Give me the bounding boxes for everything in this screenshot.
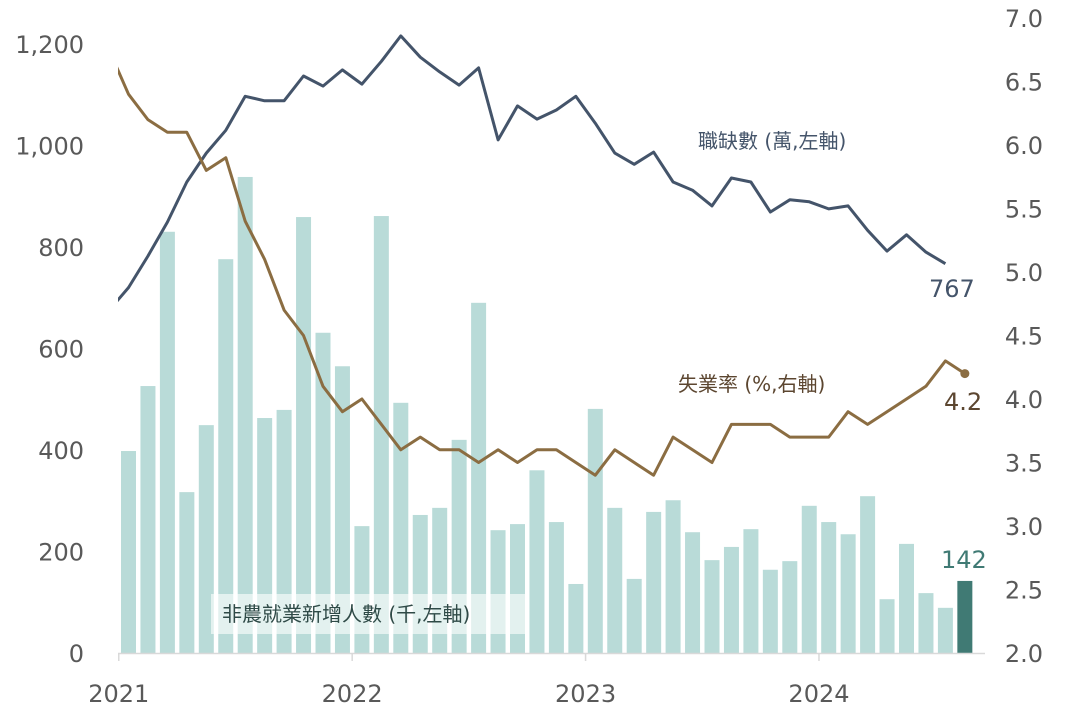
unemployment-last-point <box>960 369 970 379</box>
bar <box>121 451 136 653</box>
bar <box>685 532 701 653</box>
bar <box>646 511 662 653</box>
left-tick-label: 400 <box>38 437 84 465</box>
legend-job-openings: 職缺數 (萬,左軸) <box>698 129 846 153</box>
bar <box>665 500 681 653</box>
x-axis: 2021 2022 2023 2024 <box>88 653 850 708</box>
bar <box>218 259 234 653</box>
right-tick-label: 2.0 <box>1005 640 1043 668</box>
right-tick-label: 3.0 <box>1005 513 1043 541</box>
left-tick-label: 0 <box>69 640 84 668</box>
left-tick-label: 1,200 <box>15 31 84 59</box>
left-tick-label: 1,000 <box>15 133 84 161</box>
left-tick-label: 200 <box>38 539 84 567</box>
bar-series-nonfarm-payrolls <box>121 176 973 654</box>
right-tick-label: 4.0 <box>1005 386 1043 414</box>
label-unemployment-last: 4.2 <box>944 388 982 416</box>
bar <box>548 522 564 653</box>
x-tick-label: 2024 <box>788 680 849 708</box>
bar <box>529 470 545 653</box>
right-tick-label: 4.5 <box>1005 323 1043 351</box>
right-tick-label: 6.0 <box>1005 132 1043 160</box>
bar <box>607 507 623 653</box>
bar <box>937 607 953 653</box>
bar <box>801 505 817 653</box>
legend-unemployment-rate: 失業率 (%,右軸) <box>678 372 825 396</box>
bar <box>296 217 312 653</box>
bar <box>879 599 895 653</box>
bar <box>179 492 195 653</box>
line-unemployment-rate <box>118 66 966 477</box>
left-tick-label: 800 <box>38 234 84 262</box>
bar <box>918 593 934 653</box>
line-job-openings <box>118 34 947 303</box>
bar <box>276 409 292 653</box>
bar <box>743 529 759 653</box>
bar <box>334 366 350 653</box>
left-tick-label: 600 <box>38 336 84 364</box>
x-tick-label: 2022 <box>322 680 383 708</box>
bar <box>237 176 253 653</box>
bar <box>723 546 739 653</box>
bar <box>568 583 584 653</box>
x-tick-label: 2023 <box>555 680 616 708</box>
label-nonfarm-last: 142 <box>941 546 987 574</box>
bar <box>704 560 720 653</box>
right-tick-label: 5.5 <box>1005 196 1043 224</box>
bar <box>587 408 603 653</box>
x-tick-label: 2021 <box>88 680 149 708</box>
bar <box>821 522 837 653</box>
legend-nonfarm-background <box>211 594 525 634</box>
bar <box>782 561 798 653</box>
bar <box>626 578 642 653</box>
bar <box>860 496 876 653</box>
bar <box>198 425 214 653</box>
bar <box>159 231 175 653</box>
bar <box>840 534 856 653</box>
bar <box>471 302 487 653</box>
bar <box>899 543 914 653</box>
right-axis: 2.0 2.5 3.0 3.5 4.0 4.5 5.0 5.5 6.0 6.5 7.0 <box>1005 5 1043 668</box>
right-tick-label: 7.0 <box>1005 5 1043 33</box>
right-tick-label: 2.5 <box>1005 577 1043 605</box>
right-tick-label: 5.0 <box>1005 259 1043 287</box>
left-axis: 0 200 400 600 800 1,000 1,200 <box>15 31 84 668</box>
legend-nonfarm-payrolls: 非農就業新增人數 (千,左軸) <box>222 602 470 626</box>
label-job-openings-last: 767 <box>929 275 975 303</box>
bar <box>762 569 778 653</box>
bar <box>957 580 973 653</box>
bar <box>140 386 156 653</box>
right-tick-label: 3.5 <box>1005 450 1043 478</box>
bar <box>490 530 506 653</box>
bar <box>315 332 331 653</box>
right-tick-label: 6.5 <box>1005 69 1043 97</box>
bar <box>393 402 409 653</box>
bar <box>373 216 389 654</box>
